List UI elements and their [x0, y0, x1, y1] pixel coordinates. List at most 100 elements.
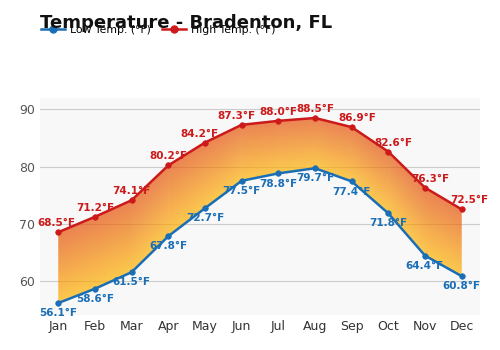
Polygon shape	[388, 177, 425, 216]
Polygon shape	[352, 155, 389, 183]
Polygon shape	[168, 201, 205, 229]
Polygon shape	[95, 227, 132, 244]
Polygon shape	[425, 240, 462, 261]
Polygon shape	[95, 208, 132, 225]
Polygon shape	[132, 194, 168, 229]
Polygon shape	[425, 230, 462, 251]
Polygon shape	[168, 146, 205, 170]
Polygon shape	[315, 134, 352, 145]
Polygon shape	[315, 122, 352, 132]
Polygon shape	[132, 167, 168, 202]
Polygon shape	[168, 184, 205, 211]
Polygon shape	[352, 134, 389, 159]
Polygon shape	[278, 119, 315, 122]
Polygon shape	[95, 231, 132, 248]
Polygon shape	[388, 159, 425, 196]
Polygon shape	[315, 146, 352, 158]
Polygon shape	[388, 192, 425, 232]
Polygon shape	[278, 156, 315, 161]
Polygon shape	[168, 204, 205, 232]
Polygon shape	[278, 152, 315, 156]
Polygon shape	[425, 190, 462, 212]
Polygon shape	[425, 232, 462, 253]
Polygon shape	[168, 188, 205, 215]
Polygon shape	[205, 164, 242, 189]
Polygon shape	[388, 206, 425, 247]
Polygon shape	[58, 246, 95, 261]
Polygon shape	[278, 146, 315, 151]
Polygon shape	[315, 136, 352, 147]
Polygon shape	[425, 214, 462, 236]
Polygon shape	[58, 221, 95, 237]
Polygon shape	[425, 221, 462, 243]
Polygon shape	[425, 210, 462, 232]
Polygon shape	[205, 147, 242, 169]
Polygon shape	[278, 155, 315, 160]
Polygon shape	[352, 128, 389, 154]
Polygon shape	[242, 141, 279, 147]
Polygon shape	[315, 138, 352, 149]
Polygon shape	[315, 150, 352, 163]
Polygon shape	[315, 166, 352, 179]
Polygon shape	[168, 189, 205, 216]
Polygon shape	[58, 253, 95, 269]
Polygon shape	[132, 198, 168, 234]
Polygon shape	[132, 175, 168, 210]
Polygon shape	[58, 280, 95, 295]
Polygon shape	[315, 160, 352, 173]
Polygon shape	[95, 256, 132, 273]
Polygon shape	[388, 168, 425, 206]
Polygon shape	[58, 238, 95, 253]
Polygon shape	[58, 232, 95, 248]
Polygon shape	[132, 182, 168, 217]
Polygon shape	[58, 234, 95, 250]
Polygon shape	[205, 170, 242, 196]
Polygon shape	[388, 156, 425, 193]
Polygon shape	[425, 247, 462, 268]
Polygon shape	[315, 155, 352, 168]
Polygon shape	[278, 164, 315, 170]
Polygon shape	[205, 128, 242, 146]
Polygon shape	[132, 199, 168, 234]
Polygon shape	[242, 142, 279, 147]
Polygon shape	[278, 120, 315, 123]
Polygon shape	[95, 215, 132, 232]
Polygon shape	[95, 215, 132, 232]
Text: 86.9°F: 86.9°F	[338, 113, 376, 123]
Polygon shape	[242, 166, 279, 174]
Polygon shape	[205, 172, 242, 198]
Polygon shape	[425, 196, 462, 218]
Polygon shape	[132, 172, 168, 207]
Polygon shape	[242, 159, 279, 166]
Polygon shape	[132, 218, 168, 254]
Polygon shape	[352, 132, 389, 157]
Polygon shape	[352, 141, 389, 168]
Polygon shape	[388, 178, 425, 217]
Polygon shape	[388, 198, 425, 240]
Polygon shape	[95, 265, 132, 282]
Polygon shape	[58, 230, 95, 246]
Polygon shape	[242, 150, 279, 156]
Polygon shape	[352, 164, 389, 195]
Polygon shape	[388, 186, 425, 226]
Polygon shape	[388, 164, 425, 202]
Polygon shape	[58, 254, 95, 269]
Polygon shape	[242, 162, 279, 168]
Polygon shape	[242, 133, 279, 138]
Polygon shape	[278, 134, 315, 138]
Polygon shape	[425, 229, 462, 250]
Polygon shape	[388, 202, 425, 244]
Polygon shape	[168, 198, 205, 225]
Polygon shape	[278, 158, 315, 163]
Polygon shape	[132, 204, 168, 239]
Polygon shape	[95, 219, 132, 236]
Polygon shape	[58, 260, 95, 275]
Polygon shape	[425, 188, 462, 210]
Polygon shape	[278, 137, 315, 141]
Polygon shape	[352, 167, 389, 197]
Polygon shape	[352, 149, 389, 177]
Polygon shape	[352, 178, 389, 210]
Polygon shape	[278, 139, 315, 144]
Polygon shape	[95, 208, 132, 224]
Polygon shape	[352, 146, 389, 173]
